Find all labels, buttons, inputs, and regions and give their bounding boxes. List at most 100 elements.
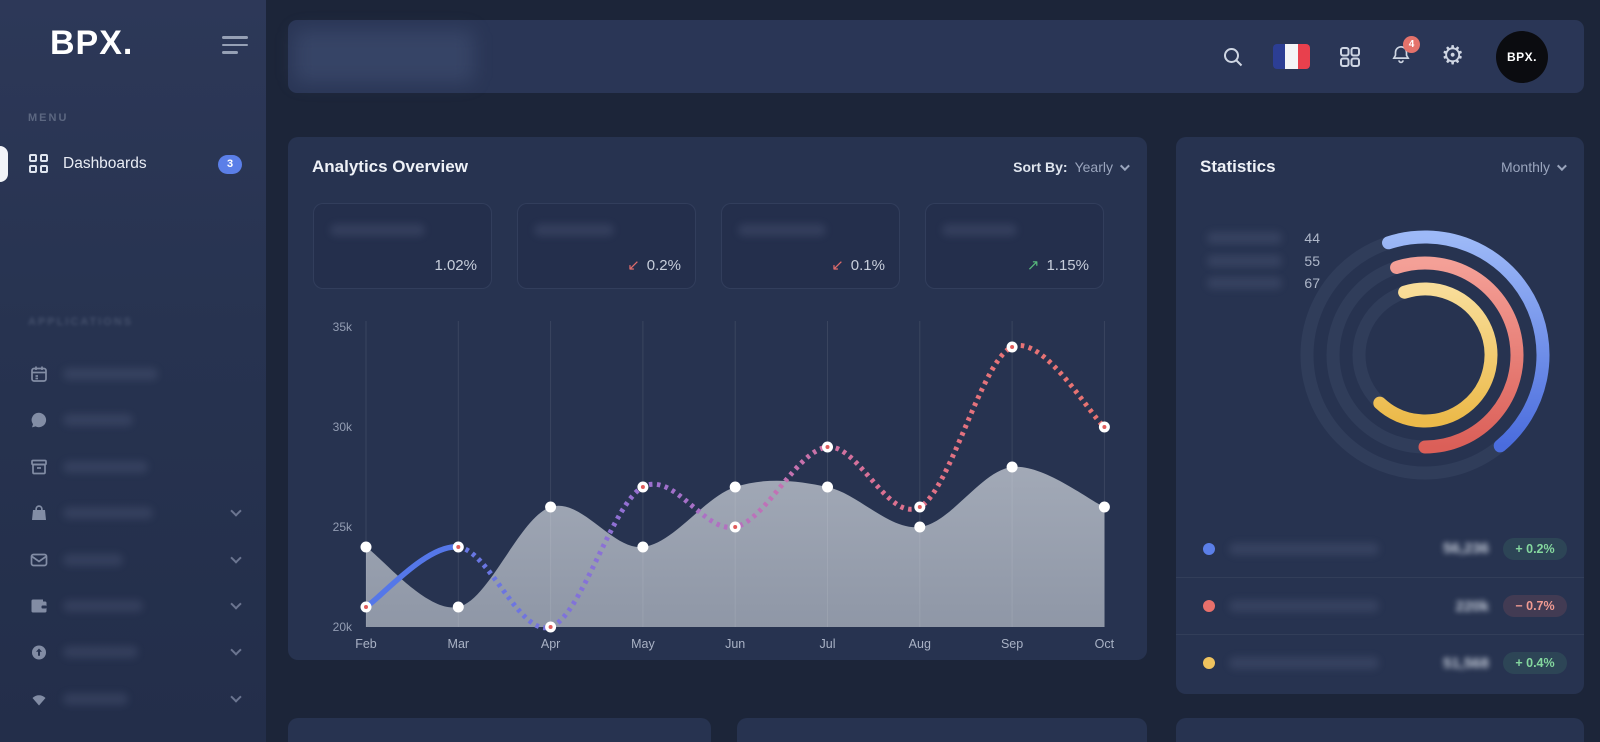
blurred-header-content [294,30,474,83]
sidebar-item-label: Dashboards [63,155,147,172]
stat-tile-4: ↗ 1.15% [925,203,1104,289]
svg-text:35k: 35k [333,320,353,334]
blurred-label [738,224,826,236]
bottom-card-2 [737,718,1147,742]
blurred-label [63,368,158,380]
series-dot-yellow [1203,657,1215,669]
notifications-button[interactable]: 4 [1390,36,1420,70]
legend-value: 44 [1304,230,1320,247]
legend-value: 55 [1304,252,1320,269]
shopping-bag-icon [32,505,46,520]
blurred-label [942,224,1017,236]
menu-toggle-icon[interactable] [222,36,248,56]
upload-icon [32,645,46,660]
avatar[interactable]: BPX. [1496,30,1548,83]
applications-section-label: APPLICATIONS [28,316,134,328]
svg-text:Sep: Sep [1001,637,1023,651]
statistics-panel: Statistics Monthly 44 55 67 [1176,137,1584,694]
chevron-down-icon [1119,160,1130,171]
blurred-label [63,693,128,705]
blurred-label [63,414,133,426]
sort-by-label: Sort By: [1013,159,1068,175]
stat-row-2: 220k − 0.7% [1176,577,1584,634]
bottom-card-3 [1176,718,1584,742]
svg-text:May: May [631,637,655,651]
radial-legend: 44 55 67 [1207,227,1320,295]
chevron-down-icon [230,505,242,517]
blurred-label [63,507,153,519]
sidebar-item-app-4[interactable] [0,493,266,533]
blurred-label [330,224,425,236]
top-header-bar: 4 ⚙ BPX. [288,20,1584,93]
stat-row-value: 220k [1455,597,1489,615]
sort-by-value: Yearly [1074,159,1113,175]
menu-section-label: MENU [28,112,69,124]
sidebar-item-app-8[interactable] [0,679,266,719]
gear-icon[interactable]: ⚙ [1441,39,1465,70]
blurred-label [1229,600,1379,612]
svg-text:Jun: Jun [725,637,745,651]
bottom-card-1 [288,718,711,742]
blurred-label [63,554,123,566]
trend-badge: + 0.2% [1503,537,1567,560]
chevron-down-icon [230,598,242,610]
chevron-down-icon [230,552,242,564]
stat-row-3: 51,568 + 0.4% [1176,634,1584,691]
blurred-label [63,646,138,658]
brand-logo[interactable]: BPX. [50,24,134,62]
trend-badge: + 0.4% [1503,652,1567,674]
svg-text:Apr: Apr [541,637,560,651]
dashboards-icon [29,154,49,174]
active-indicator [0,146,8,182]
svg-text:Aug: Aug [909,637,931,651]
analytics-overview-panel: Analytics Overview Sort By: Yearly 1.02%… [288,137,1147,660]
svg-text:30k: 30k [333,420,353,434]
statistics-title: Statistics [1200,157,1276,176]
sort-by-dropdown[interactable]: Sort By: Yearly [1013,159,1130,175]
period-dropdown[interactable]: Monthly [1500,159,1567,175]
statistics-rows: 56,236 + 0.2% 220k − 0.7% 51,568 + 0.4% [1176,520,1584,691]
blurred-label [534,224,614,236]
svg-text:Mar: Mar [448,637,470,651]
wallet-icon [31,599,47,613]
tile-change-value: 1.02% [434,257,477,274]
france-flag-icon[interactable] [1273,44,1310,69]
chevron-down-icon [230,691,242,703]
arrow-up-right-icon: ↗ [1026,257,1040,274]
archive-icon [31,459,47,475]
sidebar-item-app-7[interactable] [0,632,266,672]
svg-text:20k: 20k [333,620,353,634]
stat-row-value: 51,568 [1443,654,1489,672]
stat-tile-3: ↙ 0.1% [721,203,900,289]
series-dot-red [1203,600,1215,612]
tile-change-value: 0.1% [850,256,885,274]
sidebar-item-app-2[interactable] [0,400,266,440]
blurred-label [1229,542,1379,555]
period-value: Monthly [1500,159,1550,175]
analytics-line-chart: 20k 25k 30k 35k Feb Mar Apr May Jun Jul Aug Sep Oct [333,320,1115,651]
blurred-label [1207,277,1282,290]
svg-text:Oct: Oct [1095,637,1115,651]
blurred-label [63,600,143,612]
sidebar: BPX. MENU Dashboards 3 APPLICATIONS [0,0,266,742]
dashboards-badge: 3 [218,154,242,174]
analytics-title: Analytics Overview [312,157,468,176]
notification-count-badge: 4 [1403,36,1420,53]
stat-tile-1: 1.02% [313,203,492,289]
sidebar-item-dashboards[interactable]: Dashboards 3 [0,144,266,184]
sidebar-item-app-1[interactable] [0,354,266,394]
search-icon[interactable] [1222,46,1244,68]
sidebar-item-app-5[interactable] [0,540,266,580]
tile-change-value: 1.15% [1046,256,1089,274]
wifi-icon [32,695,46,706]
arrow-down-left-icon: ↙ [831,257,844,274]
chat-icon [31,412,47,428]
sidebar-item-app-3[interactable] [0,447,266,487]
apps-grid-icon[interactable] [1339,46,1361,68]
blurred-label [1207,232,1282,245]
stat-tile-2: ↙ 0.2% [517,203,696,289]
sidebar-item-app-6[interactable] [0,586,266,626]
stat-row-1: 56,236 + 0.2% [1176,520,1584,577]
calendar-icon [31,366,47,382]
